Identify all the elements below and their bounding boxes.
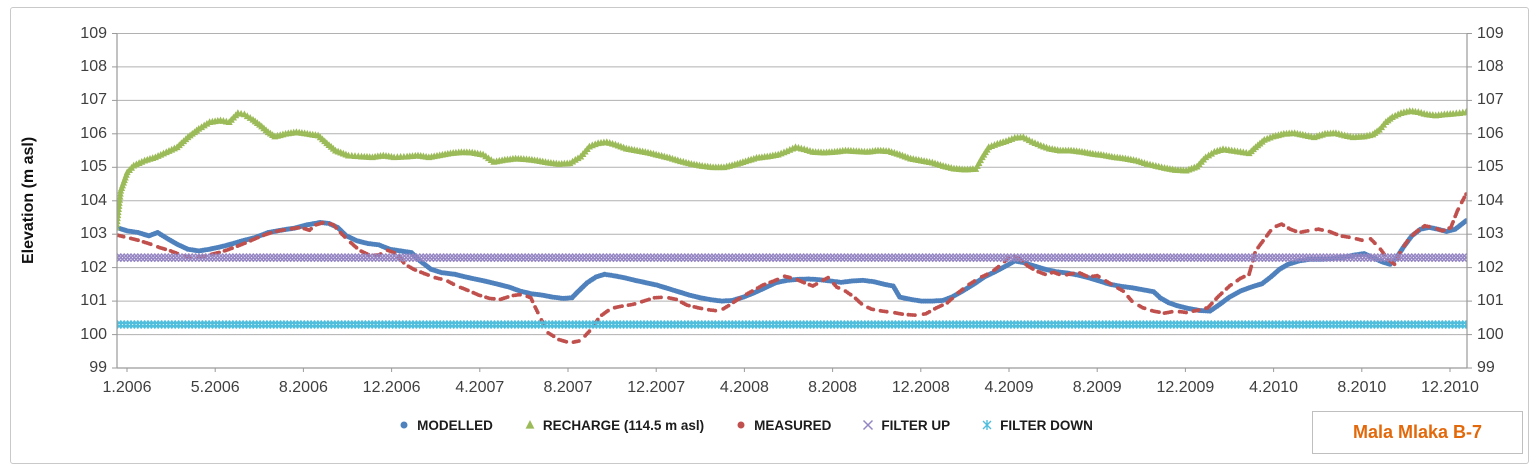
y-tick-label-left: 107 — [80, 91, 107, 109]
x-tick-label: 12.2009 — [1156, 379, 1215, 396]
legend-marker-filter-up — [863, 419, 874, 431]
series-modelled — [117, 218, 1467, 314]
legend-label-recharge-114-5-m-asl: RECHARGE (114.5 m asl) — [542, 417, 705, 433]
y-tick-label-right: 101 — [1477, 292, 1504, 310]
x-tick-label: 4.2010 — [1249, 379, 1299, 396]
station-label: Mala Mlaka B-7 — [1352, 422, 1483, 442]
y-tick-label-right: 102 — [1477, 258, 1504, 276]
x-tick-label: 8.2008 — [808, 379, 858, 396]
y-tick-label-right: 103 — [1477, 225, 1504, 243]
y-tick-label-right: 108 — [1477, 57, 1504, 75]
x-tick-label: 12.2006 — [362, 379, 421, 396]
chart-legend: MODELLED RECHARGE (114.5 m asl) MEASURED FI… — [117, 411, 1373, 439]
x-tick-label: 4.2007 — [455, 379, 505, 396]
legend-marker-filter-down — [982, 420, 992, 430]
legend-marker-recharge-114-5-m-asl — [525, 420, 535, 429]
legend-label-filter-up: FILTER UP — [881, 417, 951, 433]
legend-item-recharge-114-5-m-asl: RECHARGE (114.5 m asl) — [523, 418, 704, 433]
y-tick-label-left: 100 — [80, 325, 107, 343]
x-tick-label: 8.2006 — [278, 379, 328, 396]
x-tick-label: 8.2007 — [543, 379, 593, 396]
series-recharge-114-5-m-asl — [117, 107, 1467, 231]
x-tick-label: 5.2006 — [190, 379, 240, 396]
legend-marker-modelled — [400, 421, 408, 429]
y-tick-label-right: 105 — [1477, 158, 1504, 176]
y-tick-label-left: 104 — [80, 191, 107, 209]
legend-item-modelled: MODELLED — [397, 418, 493, 433]
legend-item-measured: MEASURED — [734, 418, 831, 433]
y-tick-label-right: 99 — [1477, 359, 1495, 376]
series-filter-down — [117, 320, 1467, 329]
figure-border — [10, 7, 1529, 464]
legend-label-modelled: MODELLED — [417, 417, 493, 433]
series-measured — [117, 192, 1467, 344]
x-tick-label: 12.2007 — [627, 379, 686, 396]
station-label-box: Mala Mlaka B-7 — [1312, 411, 1523, 454]
series-filter-up — [117, 253, 1467, 263]
y-tick-label-left: 103 — [80, 225, 107, 243]
y-tick-label-left: 106 — [80, 124, 107, 142]
x-tick-label: 4.2008 — [719, 379, 769, 396]
y-tick-label-right: 104 — [1477, 191, 1504, 209]
x-tick-label: 8.2009 — [1072, 379, 1122, 396]
y-tick-label-left: 101 — [80, 292, 107, 310]
y-tick-label-right: 100 — [1477, 325, 1504, 343]
y-tick-label-left: 99 — [89, 359, 107, 376]
y-tick-label-right: 107 — [1477, 91, 1504, 109]
x-tick-label: 4.2009 — [984, 379, 1034, 396]
y-tick-label-right: 106 — [1477, 124, 1504, 142]
y-tick-label-left: 102 — [80, 258, 107, 276]
y-tick-label-left: 108 — [80, 57, 107, 75]
y-tick-label-right: 109 — [1477, 24, 1504, 42]
legend-item-filter-up: FILTER UP — [861, 418, 950, 433]
y-tick-label-left: 109 — [80, 24, 107, 42]
legend-label-filter-down: FILTER DOWN — [1000, 417, 1093, 433]
x-tick-label: 1.2006 — [102, 379, 152, 396]
x-tick-label: 8.2010 — [1337, 379, 1387, 396]
legend-marker-measured — [737, 421, 745, 429]
x-tick-label: 12.2008 — [891, 379, 950, 396]
x-tick-label: 12.2010 — [1421, 379, 1479, 396]
legend-label-measured: MEASURED — [754, 417, 832, 433]
legend-item-filter-down: FILTER DOWN — [980, 418, 1093, 433]
y-tick-label-left: 105 — [80, 158, 107, 176]
